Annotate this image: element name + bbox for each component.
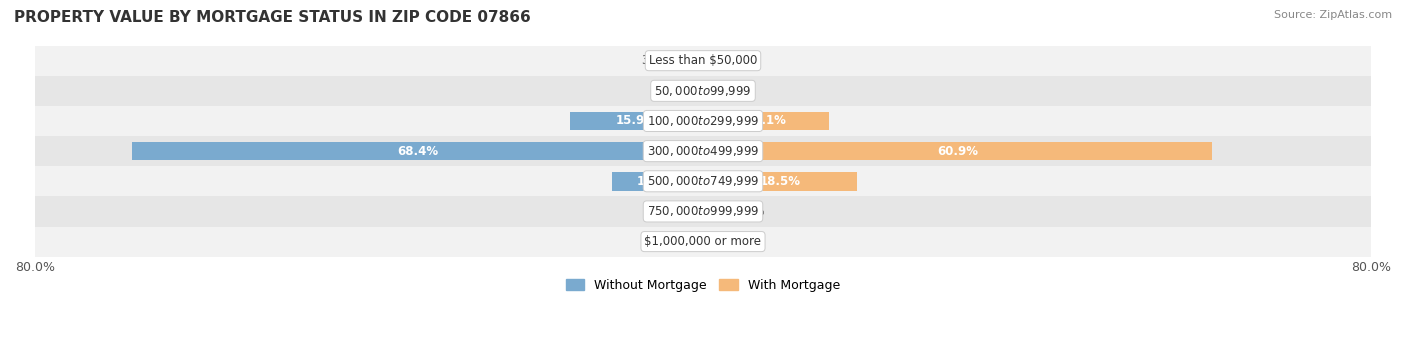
Text: 0.56%: 0.56% bbox=[655, 235, 692, 248]
Text: $100,000 to $299,999: $100,000 to $299,999 bbox=[647, 114, 759, 128]
Text: 0.0%: 0.0% bbox=[710, 84, 740, 97]
Text: 68.4%: 68.4% bbox=[396, 144, 439, 158]
Bar bbox=[35, 226, 1371, 257]
Bar bbox=[35, 166, 1371, 197]
Text: 15.9%: 15.9% bbox=[616, 115, 657, 128]
Text: Less than $50,000: Less than $50,000 bbox=[648, 54, 758, 67]
Bar bbox=[697, 82, 703, 100]
Text: PROPERTY VALUE BY MORTGAGE STATUS IN ZIP CODE 07866: PROPERTY VALUE BY MORTGAGE STATUS IN ZIP… bbox=[14, 10, 531, 25]
Text: 0.61%: 0.61% bbox=[654, 84, 692, 97]
Text: 10.9%: 10.9% bbox=[637, 175, 678, 188]
Text: 3.0%: 3.0% bbox=[735, 205, 765, 218]
Text: $750,000 to $999,999: $750,000 to $999,999 bbox=[647, 204, 759, 218]
Bar bbox=[612, 172, 703, 191]
Bar bbox=[703, 232, 714, 251]
Text: $50,000 to $99,999: $50,000 to $99,999 bbox=[654, 84, 752, 98]
Text: 3.1%: 3.1% bbox=[641, 54, 671, 67]
Text: 60.9%: 60.9% bbox=[936, 144, 977, 158]
Bar bbox=[703, 172, 858, 191]
Text: 1.3%: 1.3% bbox=[720, 235, 751, 248]
Bar bbox=[132, 142, 703, 160]
Legend: Without Mortgage, With Mortgage: Without Mortgage, With Mortgage bbox=[561, 274, 845, 297]
Text: $1,000,000 or more: $1,000,000 or more bbox=[644, 235, 762, 248]
Text: 1.2%: 1.2% bbox=[720, 54, 749, 67]
Bar bbox=[35, 106, 1371, 136]
Bar bbox=[35, 197, 1371, 226]
Bar bbox=[699, 202, 703, 221]
Text: 18.5%: 18.5% bbox=[759, 175, 801, 188]
Bar bbox=[703, 142, 1212, 160]
Bar bbox=[35, 46, 1371, 76]
Bar bbox=[35, 76, 1371, 106]
Bar bbox=[571, 112, 703, 130]
Text: Source: ZipAtlas.com: Source: ZipAtlas.com bbox=[1274, 10, 1392, 20]
Text: $500,000 to $749,999: $500,000 to $749,999 bbox=[647, 174, 759, 188]
Bar bbox=[699, 232, 703, 251]
Bar bbox=[678, 51, 703, 70]
Bar bbox=[703, 202, 728, 221]
Text: 0.47%: 0.47% bbox=[655, 205, 692, 218]
Text: $300,000 to $499,999: $300,000 to $499,999 bbox=[647, 144, 759, 158]
Bar bbox=[703, 112, 830, 130]
Text: 15.1%: 15.1% bbox=[745, 115, 786, 128]
Bar bbox=[35, 136, 1371, 166]
Bar bbox=[703, 51, 713, 70]
